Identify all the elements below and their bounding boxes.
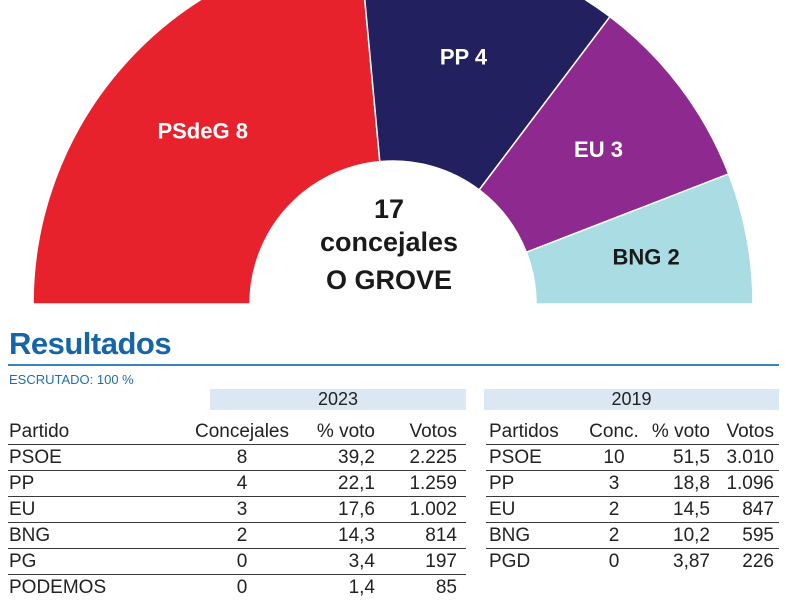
column-header: % voto (316, 421, 375, 442)
title-divider (8, 364, 779, 366)
seat-segment-eu (478, 15, 730, 254)
table-cell: BNG (489, 525, 531, 546)
table-cell: BNG (9, 525, 51, 546)
table-cell: PODEMOS (9, 577, 107, 598)
seat-segment-bng (525, 172, 754, 305)
table-cell: 226 (742, 551, 774, 572)
table-cell: PP (489, 473, 515, 494)
table-cell: 1.259 (409, 473, 457, 494)
table-cell: 8 (236, 447, 248, 468)
seat-segment-psdeg (32, 0, 381, 305)
table-cell: 0 (608, 551, 620, 572)
table-cell: EU (9, 499, 36, 520)
table-cell: 847 (742, 499, 774, 520)
table-cell: 1,4 (348, 577, 375, 598)
row-divider (486, 548, 779, 549)
table-cell: 39,2 (338, 447, 375, 468)
row-divider (486, 496, 779, 497)
table-cell: 197 (425, 551, 457, 572)
column-header: Votos (409, 421, 457, 442)
table-cell: 22,1 (338, 473, 375, 494)
year-header: 2023 (210, 389, 466, 410)
table-cell: 10 (603, 447, 625, 468)
table-cell: 18,8 (673, 473, 710, 494)
scrutiny-status: ESCRUTADO: 100 % (9, 372, 134, 387)
table-cell: 4 (236, 473, 248, 494)
segment-label-eu: EU 3 (574, 137, 623, 162)
center-label-line-2: concejales (320, 227, 458, 257)
segment-label-pp: PP 4 (440, 44, 488, 69)
column-header: Votos (726, 421, 774, 442)
table-cell: 14,3 (338, 525, 375, 546)
seat-segment-pp (364, 0, 611, 191)
table-cell: 3 (608, 473, 620, 494)
table-cell: 85 (435, 577, 457, 598)
row-divider (486, 470, 779, 471)
results-title: Resultados (9, 326, 172, 361)
table-cell: 3 (236, 499, 248, 520)
table-cell: 10,2 (673, 525, 710, 546)
column-header: Partido (9, 421, 70, 442)
row-divider (8, 470, 466, 471)
center-label-line-1: 17 (374, 194, 404, 224)
table-cell: 814 (425, 525, 457, 546)
header-divider (8, 444, 466, 445)
row-divider (8, 548, 466, 549)
table-cell: 0 (236, 577, 248, 598)
column-header: Partidos (489, 421, 559, 442)
column-header: Conc. (589, 421, 639, 442)
table-cell: EU (489, 499, 516, 520)
segment-label-bng: BNG 2 (612, 245, 679, 270)
table-cell: 2.225 (409, 447, 457, 468)
column-header: % voto (651, 421, 710, 442)
table-cell: 3,87 (673, 551, 710, 572)
table-cell: 2 (608, 525, 620, 546)
table-cell: 2 (236, 525, 248, 546)
center-label-line-3: O GROVE (326, 265, 452, 295)
row-divider (8, 574, 466, 575)
row-divider (8, 496, 466, 497)
table-cell: PP (9, 473, 35, 494)
table-cell: PG (9, 551, 37, 572)
table-cell: 14,5 (673, 499, 710, 520)
table-cell: 2 (608, 499, 620, 520)
table-cell: 3,4 (348, 551, 375, 572)
row-divider (486, 522, 779, 523)
table-cell: 51,5 (673, 447, 710, 468)
table-cell: 1.002 (409, 499, 457, 520)
table-cell: 1.096 (726, 473, 774, 494)
table-cell: PSOE (9, 447, 62, 468)
column-header: Concejales (195, 421, 289, 442)
year-header: 2019 (484, 389, 779, 410)
row-divider (8, 522, 466, 523)
table-cell: PGD (489, 551, 531, 572)
table-cell: 17,6 (338, 499, 375, 520)
segment-label-psdeg: PSdeG 8 (157, 119, 247, 144)
table-cell: 3.010 (726, 447, 774, 468)
header-divider (486, 444, 779, 445)
table-cell: 595 (742, 525, 774, 546)
table-cell: 0 (236, 551, 248, 572)
table-cell: PSOE (489, 447, 542, 468)
